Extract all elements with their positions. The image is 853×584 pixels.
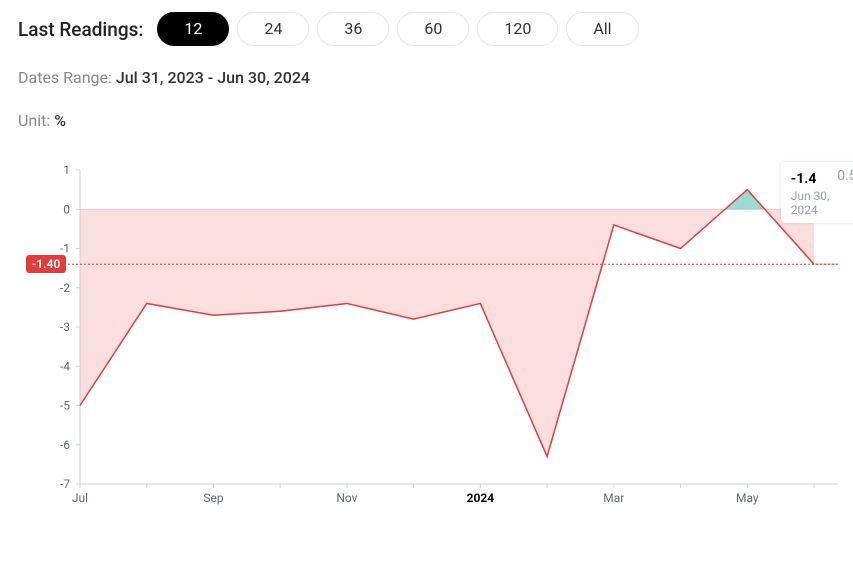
svg-text:-2: -2 bbox=[60, 281, 70, 295]
tooltip: -1.4 0.5 Jun 30, 2024 bbox=[781, 162, 853, 223]
readings-option-12[interactable]: 12 bbox=[157, 12, 229, 46]
chart-svg: 10-1-2-3-4-5-6-7JulSepNov2024MarMay-6.3 bbox=[18, 150, 838, 520]
readings-option-all[interactable]: All bbox=[566, 12, 638, 46]
readings-option-120[interactable]: 120 bbox=[477, 12, 558, 46]
unit-row: Unit: % bbox=[18, 111, 835, 130]
readings-option-60[interactable]: 60 bbox=[397, 12, 469, 46]
svg-text:Sep: Sep bbox=[203, 491, 223, 505]
dates-range-value: Jul 31, 2023 - Jun 30, 2024 bbox=[116, 68, 310, 87]
baseline-badge-text: -1.40 bbox=[32, 257, 60, 271]
svg-text:-1: -1 bbox=[60, 242, 70, 256]
svg-text:-5: -5 bbox=[60, 399, 70, 413]
svg-text:Nov: Nov bbox=[336, 491, 357, 505]
readings-selector: Last Readings: 12 24 36 60 120 All bbox=[18, 12, 835, 46]
dates-range-row: Dates Range: Jul 31, 2023 - Jun 30, 2024 bbox=[18, 68, 835, 87]
tooltip-date: Jun 30, 2024 bbox=[791, 189, 853, 217]
dates-range-label: Dates Range: bbox=[18, 68, 112, 87]
tooltip-main-value: -1.4 bbox=[791, 171, 817, 187]
svg-text:-3: -3 bbox=[60, 320, 70, 334]
svg-text:1: 1 bbox=[63, 163, 70, 177]
svg-text:-4: -4 bbox=[60, 359, 70, 373]
readings-option-24[interactable]: 24 bbox=[237, 12, 309, 46]
svg-text:-6: -6 bbox=[60, 438, 70, 452]
svg-text:Jul: Jul bbox=[72, 491, 88, 505]
svg-text:-7: -7 bbox=[60, 477, 70, 491]
svg-text:0: 0 bbox=[63, 202, 70, 216]
chart[interactable]: 10-1-2-3-4-5-6-7JulSepNov2024MarMay-6.3 … bbox=[18, 150, 835, 520]
tooltip-aux-value: 0.5 bbox=[837, 168, 853, 184]
unit-label: Unit: bbox=[18, 111, 50, 130]
unit-value: % bbox=[54, 111, 66, 130]
last-readings-label: Last Readings: bbox=[18, 18, 143, 41]
svg-text:Mar: Mar bbox=[603, 491, 624, 505]
readings-option-36[interactable]: 36 bbox=[317, 12, 389, 46]
svg-text:2024: 2024 bbox=[467, 491, 495, 505]
svg-text:May: May bbox=[736, 491, 759, 505]
baseline-badge: -1.40 bbox=[26, 255, 66, 273]
